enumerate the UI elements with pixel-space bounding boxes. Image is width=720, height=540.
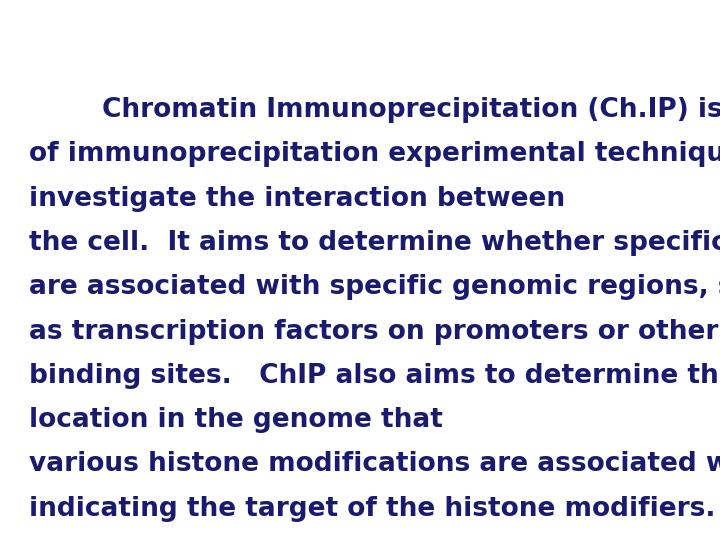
Text: location in the genome that: location in the genome that bbox=[29, 407, 443, 433]
Text: indicating the target of the histone modifiers.: indicating the target of the histone mod… bbox=[29, 496, 715, 522]
Text: binding sites.   ChIP also aims to determine the specific: binding sites. ChIP also aims to determi… bbox=[29, 363, 720, 389]
Text: various histone modifications are associated with,: various histone modifications are associ… bbox=[29, 451, 720, 477]
Text: Chromatin Immunoprecipitation (Ch.IP) is a type: Chromatin Immunoprecipitation (Ch.IP) is… bbox=[29, 97, 720, 123]
Text: investigate the interaction between: investigate the interaction between bbox=[29, 186, 574, 212]
Text: of immunoprecipitation experimental technique used to: of immunoprecipitation experimental tech… bbox=[29, 141, 720, 167]
Text: are associated with specific genomic regions, such: are associated with specific genomic reg… bbox=[29, 274, 720, 300]
Text: as transcription factors on promoters or other DNA: as transcription factors on promoters or… bbox=[29, 319, 720, 345]
Text: the cell.  It aims to determine whether specific proteins: the cell. It aims to determine whether s… bbox=[29, 230, 720, 256]
